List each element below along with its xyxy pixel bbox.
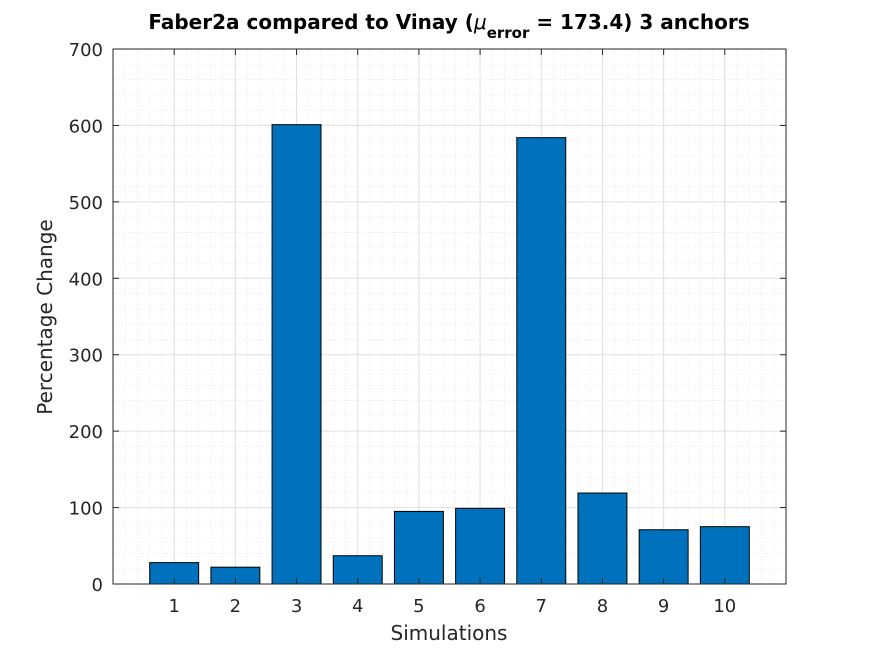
bar-10 [699, 526, 750, 585]
x-tick-label: 10 [713, 596, 736, 617]
bar-8 [577, 492, 628, 585]
y-tick-label: 300 [69, 346, 103, 367]
y-axis-label: Percentage Change [33, 219, 57, 414]
y-tick-label: 200 [69, 422, 103, 443]
bar-6 [455, 507, 506, 585]
y-tick-label: 500 [69, 193, 103, 214]
title-mu: μ [473, 10, 487, 34]
y-tick-label: 700 [69, 40, 103, 61]
x-tick-label: 8 [597, 596, 608, 617]
x-tick-label: 1 [168, 596, 179, 617]
y-ticks: 0 100 200 300 400 500 600 700 [69, 40, 786, 596]
x-tick-label: 4 [352, 596, 363, 617]
x-tick-label: 5 [413, 596, 424, 617]
y-tick-label: 600 [69, 116, 103, 137]
y-tick-label: 0 [92, 575, 103, 596]
plot-area [113, 49, 786, 584]
minor-grid [113, 49, 786, 584]
y-tick-label: 100 [69, 499, 103, 520]
x-tick-label: 9 [658, 596, 669, 617]
title-suffix: = 173.4) 3 anchors [529, 10, 749, 34]
title-subscript: error [487, 24, 530, 42]
x-ticks: 1 2 3 4 5 6 7 8 9 10 [168, 49, 736, 617]
bar-3 [271, 124, 322, 585]
y-tick-label: 400 [69, 269, 103, 290]
bar-9 [638, 529, 689, 585]
bar-7 [516, 137, 567, 585]
x-tick-label: 2 [230, 596, 241, 617]
chart-title: Faber2a compared to Vinay (μerror = 173.… [148, 10, 749, 42]
bar-5 [393, 510, 444, 585]
x-tick-label: 3 [291, 596, 302, 617]
axes-box [112, 48, 787, 585]
x-axis-label: Simulations [391, 621, 508, 645]
x-tick-label: 7 [536, 596, 547, 617]
x-tick-label: 6 [474, 596, 485, 617]
